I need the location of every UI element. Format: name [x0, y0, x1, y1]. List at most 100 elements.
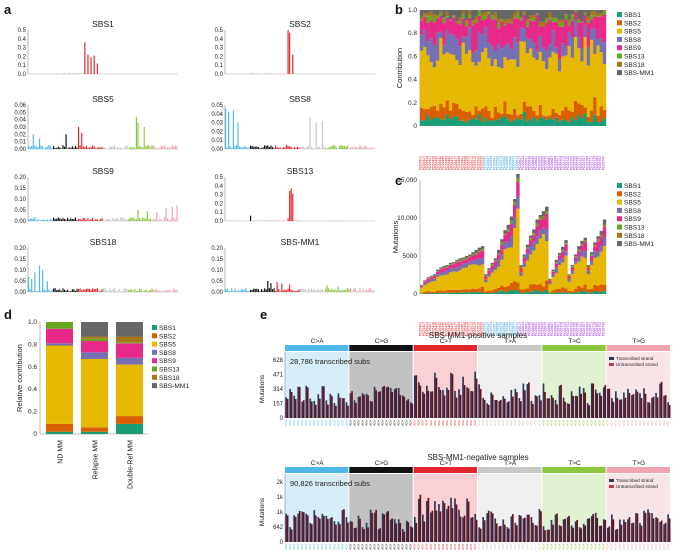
c-bar-segment: [439, 269, 443, 273]
e-bar-transcribed: [526, 384, 529, 418]
b-bar-segment: [567, 19, 571, 22]
e-bar-untranscribed: [548, 529, 550, 542]
e-xtick: ACA: [565, 544, 569, 550]
b-bar-segment: [570, 57, 575, 112]
e-xtick: ACA: [501, 420, 505, 426]
e-xtick: ACA: [509, 544, 513, 550]
a-bar-SBS5: [63, 146, 66, 149]
a-bar-SBS9: [124, 219, 127, 221]
a-bar-SBS18: [60, 291, 62, 292]
c-bar-segment: [589, 288, 594, 293]
a-bar-SBS5: [56, 147, 58, 149]
c-bar-segment: [589, 254, 594, 256]
e-xtick: ACA: [497, 544, 501, 550]
c-bar-segment: [480, 257, 485, 265]
a-ytick: 0.01: [14, 140, 26, 146]
b-bar-segment: [573, 12, 578, 21]
c-legend-swatch: [617, 241, 622, 247]
c-legend-swatch: [617, 191, 622, 197]
b-bar-segment: [513, 13, 517, 18]
e-bar-untranscribed: [455, 397, 458, 418]
c-bar-segment: [500, 254, 504, 260]
b-bar-segment: [506, 43, 510, 61]
e-xtick: ACA: [457, 420, 461, 426]
c-bar-segment: [561, 250, 565, 253]
c-bar-segment: [535, 219, 539, 224]
a-bar-SBS18: [70, 291, 72, 292]
e-bar-transcribed: [377, 529, 380, 542]
b-xlabel: PD26603: [512, 156, 516, 170]
a-bar-SBS-MM1: [323, 291, 325, 292]
a-bar-SBS-MM1: [228, 290, 230, 292]
e-bar-untranscribed: [387, 386, 390, 418]
b-bar-segment: [461, 10, 466, 11]
c-bar-segment: [445, 267, 450, 268]
b-bar-segment: [432, 14, 437, 19]
e-bar-untranscribed: [491, 513, 494, 542]
b-bar-segment: [535, 115, 539, 121]
c-bar-segment: [452, 268, 456, 272]
e-bar-untranscribed: [588, 518, 591, 542]
b-bar-segment: [500, 10, 504, 20]
a-bar-SBS5: [137, 122, 139, 149]
e-bar-untranscribed: [596, 517, 599, 542]
b-bar-segment: [439, 10, 443, 12]
a-bar-SBS5: [62, 145, 64, 149]
e-bar-untranscribed: [286, 515, 289, 542]
c-bar-segment: [513, 217, 517, 229]
e-bar-transcribed: [639, 393, 641, 418]
c-bar-segment: [513, 281, 517, 291]
e-bar-untranscribed: [544, 391, 546, 418]
a-bar-SBS5: [45, 147, 47, 149]
e-bar-transcribed: [651, 513, 653, 542]
a-bar-SBS18: [43, 289, 45, 292]
a-bar-SBS-MM1: [368, 288, 370, 292]
b-bar-segment: [500, 48, 504, 69]
e-bar-transcribed: [647, 402, 649, 418]
c-bar-segment: [471, 292, 475, 294]
c-bar-segment: [519, 289, 523, 293]
b-bar-segment: [509, 10, 514, 19]
e-xtick: ACA: [489, 420, 493, 426]
e-bar-transcribed: [570, 391, 573, 418]
a-bar-SBS8: [234, 146, 236, 149]
c-bar-segment: [564, 288, 568, 293]
a-bar-SBS8: [364, 146, 366, 149]
e-bar-untranscribed: [503, 398, 506, 418]
b-bar-segment: [429, 20, 434, 39]
e-bar-untranscribed: [391, 392, 394, 418]
b-bar-segment: [564, 19, 568, 47]
a-ytick: 0.5: [215, 28, 224, 34]
c-bar-segment: [516, 182, 520, 197]
e-bar-transcribed: [293, 395, 296, 418]
c-bar-segment: [455, 292, 459, 294]
e-xtick: ACA: [513, 544, 517, 550]
b-bar-segment: [577, 22, 581, 37]
b-bar-segment: [602, 11, 607, 15]
e-bar-transcribed: [301, 401, 304, 418]
c-bar-segment: [599, 236, 603, 246]
b-bar-segment: [561, 119, 565, 126]
d-ytick: 0.6: [28, 364, 37, 371]
a-ytick: 0.06: [14, 103, 26, 109]
e-xtick: ACA: [489, 544, 493, 550]
b-bar-segment: [448, 118, 453, 126]
c-bar-segment: [506, 285, 510, 292]
a-bar-SBS8: [356, 147, 358, 149]
c-bar-segment: [596, 285, 600, 292]
a-bar-SBS5: [176, 146, 178, 149]
b-bar-segment: [564, 14, 568, 15]
b-bar-segment: [535, 50, 539, 61]
b-xlabel: PD26407: [422, 156, 426, 170]
c-bar-segment: [583, 237, 587, 241]
a-bar-SBS5: [128, 148, 130, 149]
b-bar-segment: [541, 61, 546, 116]
e-bar-transcribed: [502, 396, 505, 418]
b-bar-segment: [442, 54, 446, 108]
a-bar-SBS5: [160, 146, 162, 149]
b-bar-segment: [487, 11, 491, 13]
e-bar-untranscribed: [540, 400, 542, 418]
c-bar-segment: [551, 274, 555, 278]
a-ytick: 0.15: [14, 186, 26, 192]
a-bar-SBS18: [107, 291, 109, 292]
